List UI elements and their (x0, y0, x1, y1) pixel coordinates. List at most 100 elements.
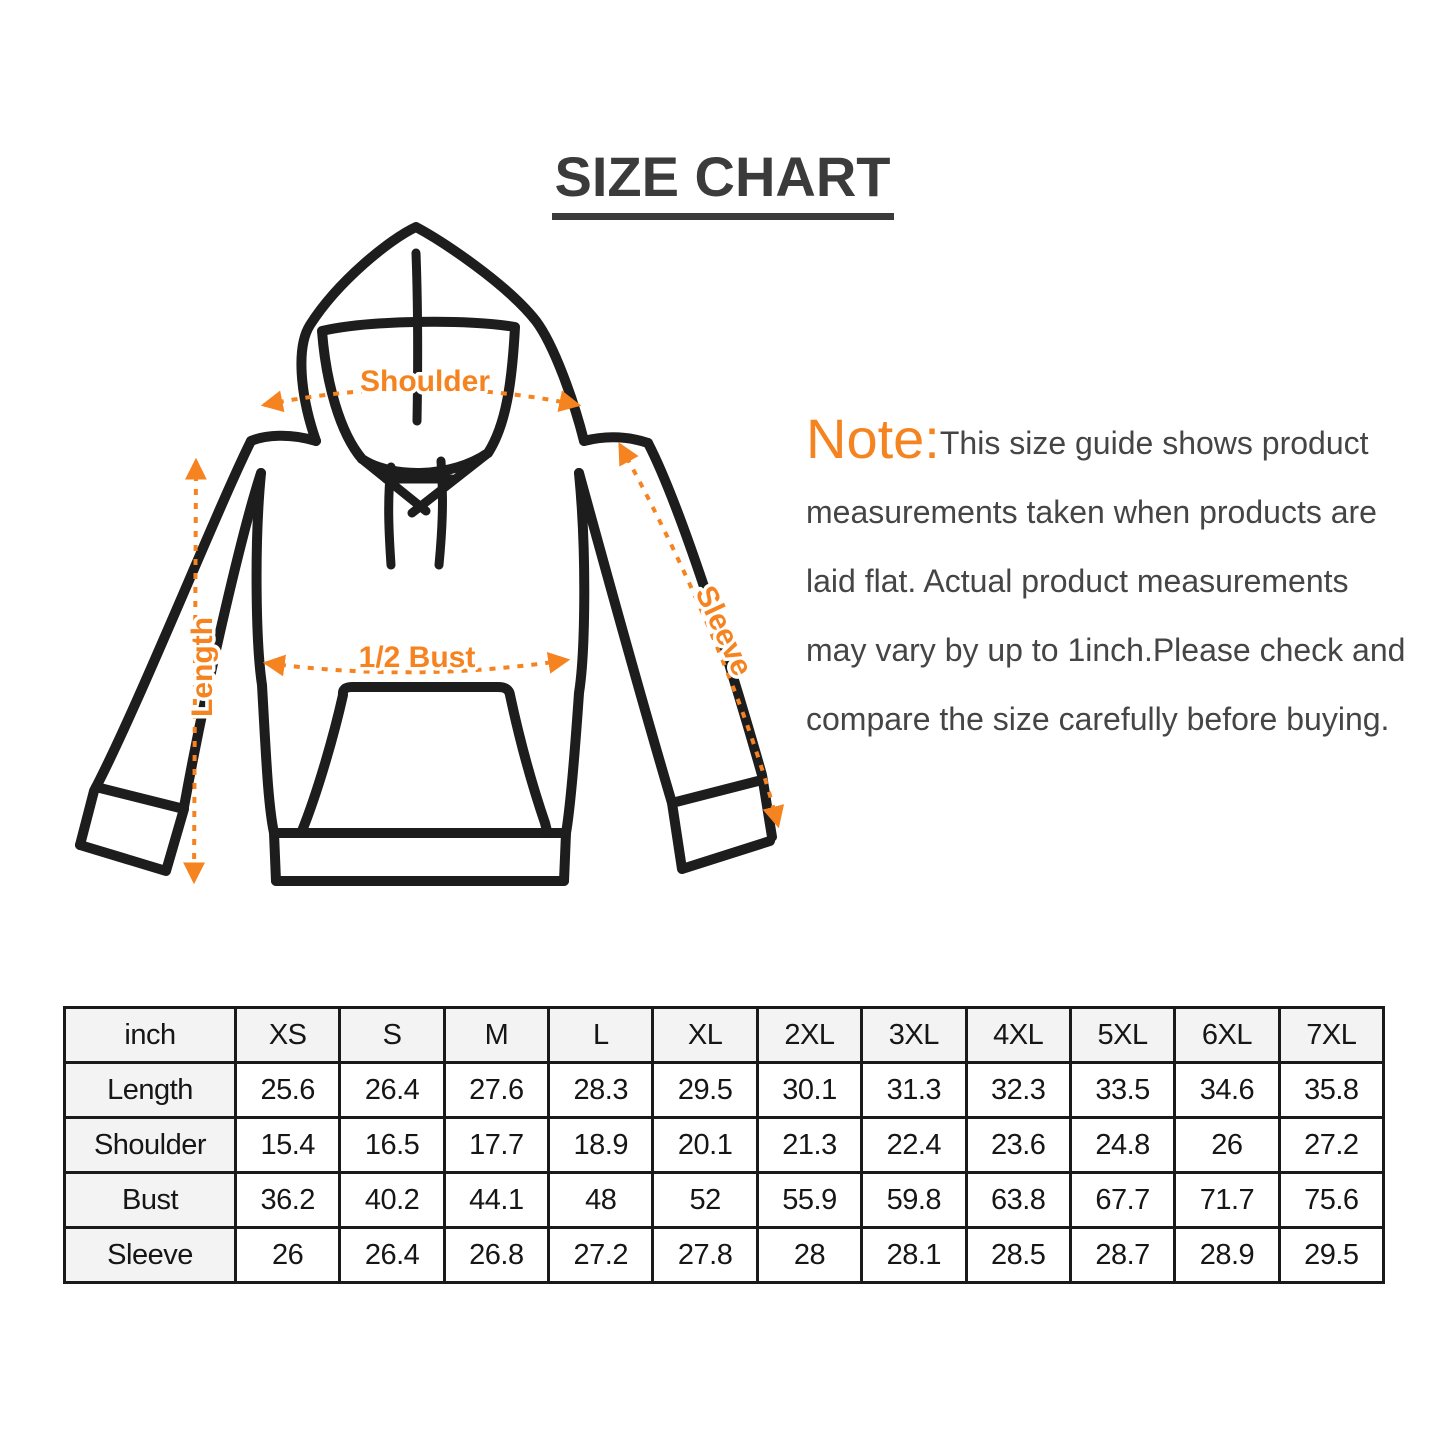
note-label: Note: (806, 407, 940, 470)
size-header-cell: 6XL (1173, 1006, 1281, 1064)
measurement-value-cell: 28.3 (547, 1061, 655, 1119)
measurement-value-cell: 28.5 (964, 1226, 1072, 1284)
drawstring-left (384, 462, 396, 570)
measurement-value-cell: 29.5 (1277, 1226, 1386, 1284)
measurement-value-cell: 29.5 (651, 1061, 759, 1119)
measurement-value-cell: 26 (233, 1226, 342, 1284)
cuff-right (667, 776, 775, 874)
table-row: Shoulder 15.4 16.5 17.7 18.9 20.1 21.3 22.4 23.6… (63, 1116, 1386, 1174)
measurement-label-cell: Length (63, 1061, 237, 1119)
shoulder-arrow-label: Shoulder (360, 365, 490, 398)
size-table-body: Length 25.6 26.4 27.6 28.3 29.5 30.1 31.3 32.3 33… (63, 1061, 1386, 1284)
measurement-value-cell: 48 (547, 1171, 655, 1229)
size-table: inch XS S M L XL 2XL 3XL 4XL 5XL 6XL 7XL Length 25.6… (63, 1006, 1386, 1284)
measurement-value-cell: 30.1 (755, 1061, 864, 1119)
measurement-value-cell: 15.4 (233, 1116, 342, 1174)
measurement-value-cell: 71.7 (1173, 1171, 1281, 1229)
measurement-value-cell: 31.3 (860, 1061, 968, 1119)
sleeve-arrow-label: Sleeve (689, 581, 759, 681)
table-row: Length 25.6 26.4 27.6 28.3 29.5 30.1 31.3 32.3 33… (63, 1061, 1386, 1119)
size-header-cell: 5XL (1068, 1006, 1177, 1064)
measurement-value-cell: 28.9 (1173, 1226, 1281, 1284)
size-header-cell: 2XL (755, 1006, 864, 1064)
measurement-value-cell: 17.7 (442, 1116, 551, 1174)
note-block: Note:This size guide shows product measu… (806, 404, 1426, 754)
measurement-value-cell: 28.1 (860, 1226, 968, 1284)
measurement-value-cell: 34.6 (1173, 1061, 1281, 1119)
page-title: SIZE CHART (551, 147, 894, 220)
measurement-value-cell: 28.7 (1068, 1226, 1177, 1284)
measurement-value-cell: 44.1 (442, 1171, 551, 1229)
note-line: laid flat. Actual product measurements (806, 563, 1349, 599)
measurement-label-cell: Bust (63, 1171, 237, 1229)
measurement-arrows: Shoulder Length 1/2 Bust Sleeve (183, 362, 785, 885)
measurement-value-cell: 27.2 (1277, 1116, 1386, 1174)
measurement-value-cell: 24.8 (1068, 1116, 1177, 1174)
measurement-value-cell: 26.4 (338, 1061, 446, 1119)
drawstring-right (434, 456, 447, 570)
measurement-label-cell: Sleeve (63, 1226, 237, 1284)
measurement-value-cell: 32.3 (964, 1061, 1072, 1119)
hem-band (269, 828, 571, 886)
size-header-cell: L (547, 1006, 655, 1064)
note-line: Note:This size guide shows product (806, 404, 1426, 478)
hoodie-diagram: Shoulder Length 1/2 Bust Sleeve (75, 222, 785, 886)
measurement-value-cell: 16.5 (338, 1116, 446, 1174)
measurement-value-cell: 20.1 (651, 1116, 759, 1174)
measurement-value-cell: 23.6 (964, 1116, 1072, 1174)
cuff-left (75, 782, 189, 876)
sleeve-right-inner (574, 468, 677, 808)
measurement-value-cell: 26.8 (442, 1226, 551, 1284)
measurement-value-cell: 27.2 (547, 1226, 655, 1284)
hood-outer (296, 222, 589, 446)
size-header-cell: XS (233, 1006, 342, 1064)
sleeve-arrow (618, 442, 785, 829)
measurement-value-cell: 25.6 (233, 1061, 342, 1119)
measurement-value-cell: 26.4 (338, 1226, 446, 1284)
measurement-value-cell: 35.8 (1277, 1061, 1386, 1119)
shoulder-arrow (260, 387, 582, 413)
bust-arrow-label: 1/2 Bust (359, 641, 476, 674)
size-table-head: inch XS S M L XL 2XL 3XL 4XL 5XL 6XL 7XL (63, 1006, 1386, 1064)
table-row: Sleeve 26 26.4 26.8 27.2 27.8 28 28.1 28.5 28.7 28… (63, 1226, 1386, 1284)
length-arrow-label: Length (186, 617, 219, 717)
unit-header-cell: inch (63, 1006, 237, 1064)
measurement-value-cell: 22.4 (860, 1116, 968, 1174)
measurement-value-cell: 55.9 (755, 1171, 864, 1229)
measurement-value-cell: 33.5 (1068, 1061, 1177, 1119)
body-left-seam (251, 468, 281, 886)
table-header-row: inch XS S M L XL 2XL 3XL 4XL 5XL 6XL 7XL (63, 1006, 1386, 1064)
size-header-cell: 7XL (1277, 1006, 1386, 1064)
measurement-value-cell: 75.6 (1277, 1171, 1386, 1229)
note-line: compare the size carefully before buying… (806, 701, 1390, 737)
size-header-cell: M (442, 1006, 551, 1064)
sleeve-left-outer (75, 436, 256, 850)
table-row: Bust 36.2 40.2 44.1 48 52 55.9 59.8 63.8 67.7 71.7… (63, 1171, 1386, 1229)
measurement-value-cell: 63.8 (964, 1171, 1072, 1229)
size-header-cell: XL (651, 1006, 759, 1064)
shoulder-left (246, 430, 321, 446)
size-header-cell: S (338, 1006, 446, 1064)
measurement-value-cell: 36.2 (233, 1171, 342, 1229)
shoulder-right (579, 432, 653, 448)
measurement-value-cell: 27.6 (442, 1061, 551, 1119)
measurement-value-cell: 21.3 (755, 1116, 864, 1174)
title-wrap: SIZE CHART (0, 147, 1445, 220)
size-header-cell: 3XL (860, 1006, 968, 1064)
note-text: This size guide shows product (939, 425, 1369, 461)
measurement-value-cell: 27.8 (651, 1226, 759, 1284)
length-arrow (183, 457, 207, 885)
note-line: may vary by up to 1inch.Please check and (806, 632, 1406, 668)
measurement-value-cell: 52 (651, 1171, 759, 1229)
measurement-value-cell: 40.2 (338, 1171, 446, 1229)
measurement-value-cell: 18.9 (547, 1116, 655, 1174)
measurement-value-cell: 67.7 (1068, 1171, 1177, 1229)
measurement-value-cell: 26 (1173, 1116, 1281, 1174)
note-line: measurements taken when products are (806, 494, 1377, 530)
kangaroo-pocket (297, 682, 552, 836)
size-header-cell: 4XL (964, 1006, 1072, 1064)
measurement-label-cell: Shoulder (63, 1116, 237, 1174)
hoodie-outline (75, 222, 777, 886)
measurement-value-cell: 28 (755, 1226, 864, 1284)
